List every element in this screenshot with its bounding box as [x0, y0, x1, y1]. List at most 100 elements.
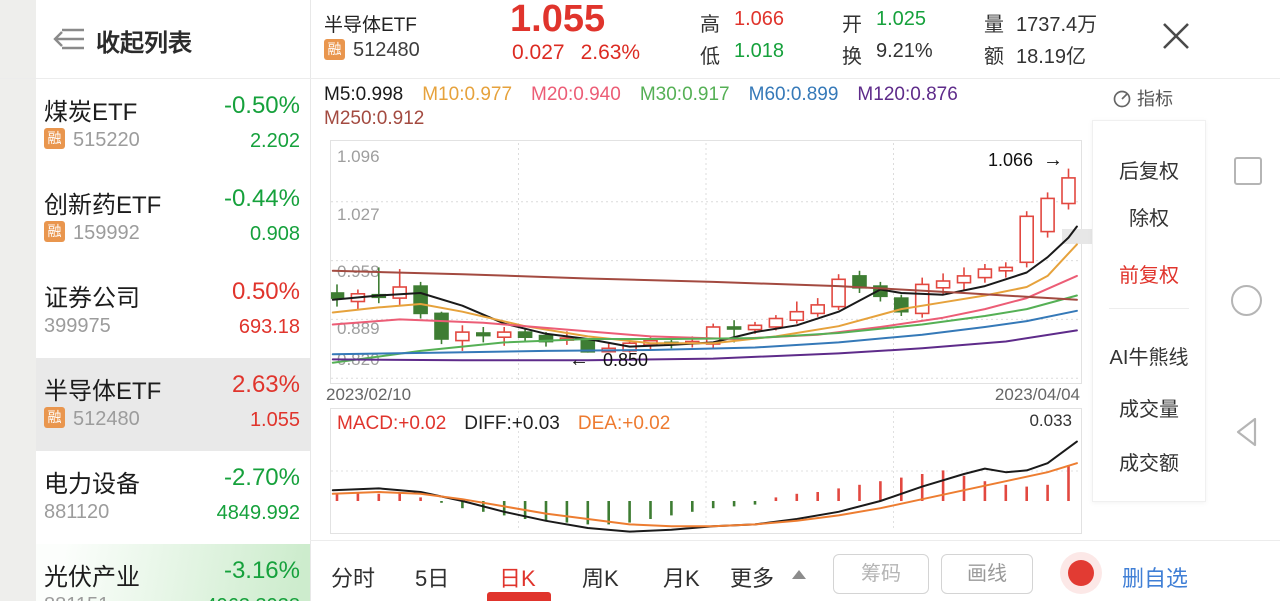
adjust-backward-option[interactable]: 后复权: [1119, 161, 1179, 183]
kline-chart[interactable]: 1.096 1.027 0.958 0.889 0.820 1.066 → ← …: [330, 140, 1098, 384]
change-value: 0.027: [512, 41, 565, 64]
stock-name: 煤炭ETF: [44, 99, 138, 126]
header-divider: [0, 78, 1280, 79]
stat-turnover-value: 9.21%: [876, 40, 933, 62]
start-date: 2023/02/10: [326, 385, 412, 404]
active-tab-underline: [487, 592, 551, 601]
stat-high-value: 1.066: [734, 8, 785, 30]
stock-price: 693.18: [238, 316, 300, 338]
stock-price: 2.202: [249, 130, 300, 152]
record-dot-button[interactable]: [1068, 560, 1094, 586]
stat-open-label: 开: [842, 14, 862, 36]
tab-5day[interactable]: 5日: [415, 566, 450, 591]
y-tick: 1.096: [337, 147, 380, 166]
watchlist-item-chuangxinyao-etf[interactable]: 创新药ETF -0.44% 融 159992 0.908: [36, 172, 310, 266]
chip-distribution-button[interactable]: 筹码: [833, 554, 929, 594]
stock-change-pct: -2.70%: [223, 464, 300, 491]
macd-panel[interactable]: MACD:+0.02 DIFF:+0.03 DEA:+0.02 0.033: [330, 408, 1082, 534]
stock-code: 512480: [353, 39, 420, 61]
stock-title: 半导体ETF: [324, 15, 417, 36]
ma20-label: M20:0.940: [531, 84, 621, 105]
current-price: 1.055: [510, 0, 606, 40]
stat-volume-label: 量: [984, 14, 1004, 36]
margin-badge: 融: [44, 221, 65, 242]
high-annotation: 1.066 →: [987, 149, 1063, 171]
draw-line-button[interactable]: 画线: [941, 554, 1033, 594]
dea-value-label: DEA:+0.02: [577, 413, 671, 434]
watchlist-item-bandaoti-etf-selected[interactable]: 半导体ETF 2.63% 融 512480 1.055: [36, 358, 310, 452]
left-edge-strip: [0, 0, 36, 601]
stock-change-pct: -0.50%: [223, 92, 300, 119]
stock-price: 1.055: [249, 409, 300, 431]
y-tick: 1.027: [337, 205, 380, 224]
stat-volume-value: 1737.4万: [1016, 14, 1098, 36]
stock-price: 0.908: [249, 223, 300, 245]
ma30-label: M30:0.917: [639, 84, 730, 105]
change-percent: 2.63%: [580, 41, 641, 64]
tab-daily-k[interactable]: 日K: [499, 566, 536, 591]
diff-value-label: DIFF:+0.03: [464, 413, 560, 434]
panel-divider: [1109, 308, 1189, 309]
stat-high-label: 高: [700, 14, 720, 36]
tab-monthly-k[interactable]: 月K: [663, 566, 700, 591]
collapse-arrow-icon: [53, 28, 84, 50]
stock-name: 证券公司: [44, 285, 140, 312]
stock-change-pct: -0.44%: [223, 185, 300, 212]
watchlist-item-meitan-etf[interactable]: 煤炭ETF -0.50% 融 515220 2.202: [36, 79, 310, 173]
ma5-label: M5:0.998: [324, 84, 404, 105]
stock-change-pct: 0.50%: [231, 278, 300, 305]
stock-name: 电力设备: [44, 471, 140, 498]
watchlist-item-dianli[interactable]: 电力设备 -2.70% 881120 4849.992: [36, 451, 310, 545]
collapse-list-label: 收起列表: [96, 30, 192, 57]
stock-change-pct: -3.16%: [223, 557, 300, 584]
bottom-bar-divider: [310, 540, 1280, 541]
stat-amount-value: 18.19亿: [1016, 46, 1087, 68]
macd-svg: [331, 411, 1081, 533]
android-recents-button[interactable]: [1234, 157, 1262, 185]
no-adjust-option[interactable]: 除权: [1129, 208, 1169, 230]
watchlist-sidebar: 收起列表 煤炭ETF -0.50% 融 515220 2.202 创新药ETF …: [36, 0, 310, 601]
date-axis: 2023/02/10 2023/04/04: [326, 385, 1080, 405]
stock-name: 创新药ETF: [44, 192, 162, 219]
margin-badge: 融: [44, 407, 65, 428]
close-icon[interactable]: [1156, 16, 1196, 56]
tab-more[interactable]: 更多: [730, 566, 775, 591]
stock-price: 4963.3938: [205, 595, 300, 601]
caret-up-icon: [792, 570, 806, 579]
ma120-label: M120:0.876: [857, 84, 958, 105]
stat-low-label: 低: [700, 46, 720, 68]
stock-name: 半导体ETF: [44, 378, 162, 405]
ai-bull-bear-option[interactable]: AI牛熊线: [1109, 347, 1189, 369]
watchlist-item-guangfu[interactable]: 光伏产业 -3.16% 881151 4963.3938: [36, 544, 310, 601]
tab-intraday[interactable]: 分时: [331, 566, 376, 591]
delete-from-watchlist-button[interactable]: 删自选: [1122, 566, 1189, 591]
arrow-left-icon: ←: [569, 349, 589, 371]
price-change: 0.027 2.63%: [512, 41, 640, 65]
ma250-label: M250:0.912: [324, 108, 425, 129]
macd-value-label: MACD:+0.02: [337, 413, 447, 434]
android-home-button[interactable]: [1231, 285, 1262, 316]
margin-badge: 融: [44, 128, 65, 149]
watchlist-item-zhengquan[interactable]: 证券公司 0.50% 399975 693.18: [36, 265, 310, 359]
indicator-button[interactable]: 指标: [1112, 85, 1173, 111]
stock-code: 881151: [44, 594, 109, 601]
volume-option[interactable]: 成交量: [1119, 399, 1179, 421]
macd-labels-row: MACD:+0.02 DIFF:+0.03 DEA:+0.02: [337, 413, 670, 435]
amount-option[interactable]: 成交额: [1119, 453, 1179, 475]
stock-code: 159992: [73, 222, 140, 244]
tab-weekly-k[interactable]: 周K: [582, 566, 619, 591]
stock-code: 515220: [73, 129, 140, 151]
stock-code: 881120: [44, 501, 110, 523]
collapse-list-button[interactable]: 收起列表: [36, 0, 310, 78]
stat-turnover-label: 换: [842, 46, 862, 68]
stat-low-value: 1.018: [734, 40, 785, 62]
indicator-label: 指标: [1137, 89, 1173, 109]
sidebar-divider: [310, 0, 311, 601]
ma-labels-row: M5:0.998 M10:0.977 M20:0.940 M30:0.917 M…: [324, 84, 958, 106]
stock-name: 光伏产业: [44, 564, 140, 591]
macd-peak-value: 0.033: [1029, 411, 1072, 430]
android-back-button[interactable]: [1234, 416, 1260, 448]
adjust-forward-option[interactable]: 前复权: [1119, 265, 1179, 287]
stock-code: 399975: [44, 315, 111, 337]
